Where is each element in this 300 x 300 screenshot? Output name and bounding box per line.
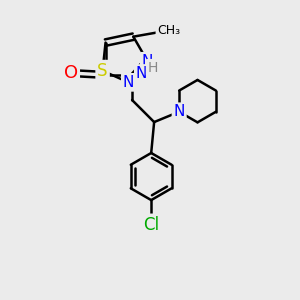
Text: O: O — [64, 64, 78, 82]
Text: S: S — [97, 62, 108, 80]
Text: N: N — [136, 66, 147, 81]
Text: CH₃: CH₃ — [157, 24, 180, 37]
Text: N: N — [123, 75, 134, 90]
Text: N: N — [173, 104, 185, 119]
Text: H: H — [148, 61, 158, 75]
Text: N: N — [142, 54, 153, 69]
Text: Cl: Cl — [143, 215, 159, 233]
